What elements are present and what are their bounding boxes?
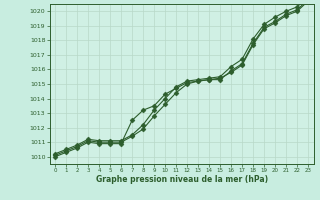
X-axis label: Graphe pression niveau de la mer (hPa): Graphe pression niveau de la mer (hPa) — [96, 175, 268, 184]
